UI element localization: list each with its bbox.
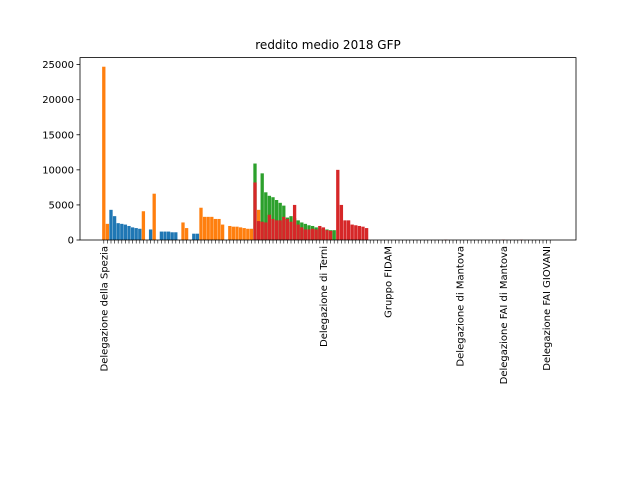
bar-red-27 — [354, 225, 358, 240]
bar-red-30 — [364, 228, 369, 240]
bar-blue-3 — [120, 223, 124, 240]
bar-red-20 — [325, 230, 329, 240]
bar-blue-13 — [170, 232, 174, 240]
x-tick-label-4: Delegazione FAI di Mantova — [499, 246, 510, 384]
bars-layer — [102, 66, 524, 241]
bar-orange-16 — [238, 227, 243, 240]
bar-blue-8 — [138, 228, 142, 240]
bar-orange-19 — [249, 228, 254, 240]
bar-orange-14 — [231, 226, 236, 240]
bar-orange-0 — [102, 66, 106, 240]
bar-red-28 — [357, 225, 362, 240]
bar-red-17 — [314, 229, 318, 240]
bar-blue-4 — [123, 224, 128, 240]
x-tick-label-0: Delegazione della Spezia — [99, 246, 110, 371]
bar-red-9 — [285, 218, 290, 240]
bar-red-22 — [336, 169, 340, 240]
plot-frame — [79, 57, 577, 241]
bar-green-1 — [260, 173, 264, 240]
bar-red-16 — [310, 228, 315, 240]
bar-red-14 — [303, 229, 308, 240]
x-tick-label-2: Gruppo FIDAM — [384, 246, 395, 318]
bar-red-24 — [343, 220, 347, 240]
x-tick-label-3: Delegazione di Mantova — [456, 246, 467, 367]
bar-red-5 — [271, 218, 275, 240]
bar-red-0 — [253, 182, 257, 240]
bar-green-4 — [271, 197, 275, 240]
bar-red-13 — [300, 227, 304, 240]
bar-green-21 — [332, 230, 336, 240]
y-tick-label-1: 5000 — [49, 200, 74, 211]
bar-blue-1 — [112, 216, 117, 240]
bar-orange-18 — [246, 228, 250, 240]
bar-blue-10 — [159, 231, 164, 240]
bar-red-3 — [264, 222, 268, 240]
bar-red-7 — [278, 220, 282, 240]
x-tick-labels: Delegazione della Spezia Delegazione di T… — [99, 240, 553, 384]
bar-orange-17 — [242, 228, 246, 240]
y-tick-label-0: 0 — [68, 236, 74, 247]
bar-red-18 — [318, 225, 322, 240]
bar-orange-12 — [220, 224, 225, 240]
bar-orange-8 — [206, 216, 210, 240]
chart-title: reddito medio 2018 GFP — [255, 38, 400, 52]
bar-orange-5 — [184, 228, 189, 240]
bar-orange-15 — [235, 226, 239, 240]
bar-blue-2 — [116, 223, 120, 240]
bar-green-2 — [264, 192, 268, 240]
bar-blue-6 — [130, 227, 135, 240]
x-tick-label-1: Delegazione di Terni — [319, 246, 330, 347]
bar-red-12 — [296, 224, 300, 240]
bar-red-19 — [321, 227, 326, 240]
bar-blue-15 — [192, 233, 196, 240]
bar-red-1 — [256, 221, 261, 240]
bar-orange-4 — [181, 222, 185, 240]
y-tick-label-3: 15000 — [42, 130, 74, 141]
bar-red-8 — [282, 216, 286, 240]
bar-orange-9 — [210, 216, 214, 240]
bar-red-26 — [350, 224, 354, 240]
bar-orange-10 — [213, 218, 218, 240]
bar-orange-11 — [217, 218, 221, 240]
bar-blue-11 — [163, 231, 167, 240]
bar-blue-9 — [148, 229, 153, 240]
bar-orange-3 — [152, 193, 156, 240]
bar-blue-12 — [166, 231, 171, 240]
bar-orange-13 — [228, 225, 232, 240]
y-axis: 0 5000 10000 15000 20000 25000 — [42, 60, 80, 247]
bar-blue-14 — [174, 232, 178, 240]
bar-blue-16 — [195, 233, 200, 240]
y-tick-label-2: 10000 — [42, 165, 74, 176]
x-tick-label-5: Delegazione FAI GIOVANI — [542, 246, 553, 371]
bar-red-10 — [289, 221, 293, 240]
bar-red-2 — [260, 221, 264, 240]
bar-blue-7 — [134, 228, 138, 240]
bar-red-4 — [267, 214, 272, 240]
bar-blue-5 — [127, 225, 131, 240]
bar-red-6 — [274, 220, 279, 240]
bar-red-11 — [292, 204, 297, 240]
bar-orange-1 — [105, 223, 110, 240]
bar-orange-6 — [199, 207, 203, 240]
y-tick-label-5: 25000 — [42, 60, 74, 71]
bar-orange-2 — [141, 211, 146, 240]
bar-red-15 — [307, 229, 311, 240]
bar-green-5 — [274, 200, 279, 240]
y-tick-label-4: 20000 — [42, 95, 74, 106]
bar-orange-7 — [202, 216, 207, 240]
bar-red-23 — [339, 204, 344, 240]
bar-red-29 — [361, 226, 365, 240]
bar-red-21 — [328, 230, 333, 240]
bar-red-25 — [346, 220, 351, 240]
bar-blue-0 — [109, 209, 113, 240]
